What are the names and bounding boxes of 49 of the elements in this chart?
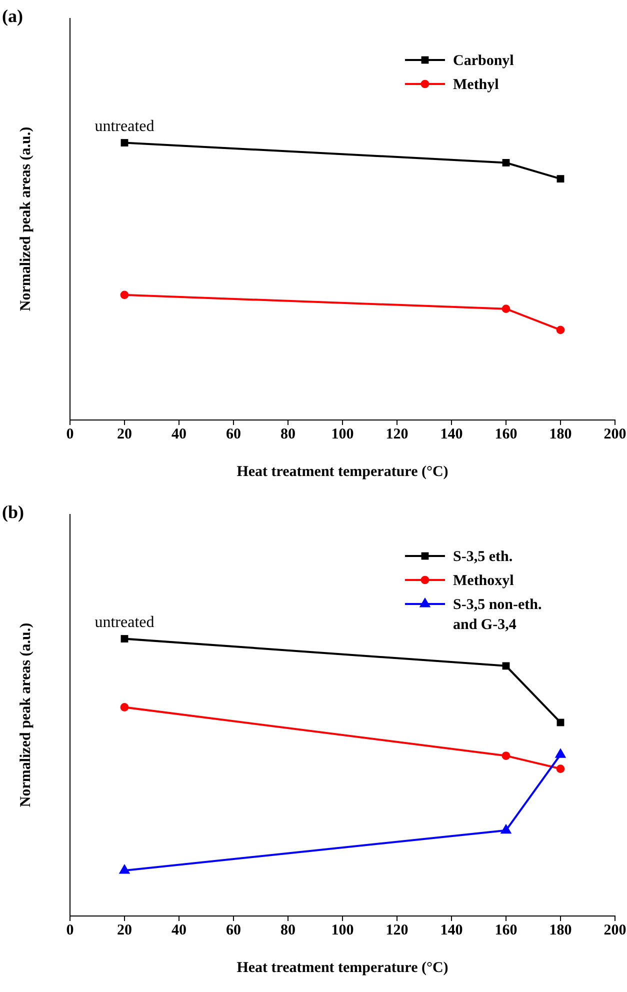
point (556, 175, 564, 183)
x-tick-label: 0 (66, 426, 74, 443)
x-tick-label: 100 (331, 426, 354, 443)
x-tick-label: 60 (226, 922, 241, 939)
legend-label: S-3,5 non-eth. and G-3,4 (453, 597, 542, 633)
point (554, 748, 566, 758)
x-tick-label: 200 (604, 922, 626, 939)
x-tick-label: 120 (386, 426, 408, 443)
x-tick-label: 0 (66, 922, 74, 939)
point (556, 764, 565, 773)
point (500, 824, 512, 834)
point (502, 752, 510, 760)
legend-label: Methyl (453, 77, 499, 93)
x-axis-title: Heat treatment temperature (°C) (236, 960, 448, 976)
x-tick-label: 200 (604, 426, 626, 443)
x-tick-label: 80 (280, 922, 296, 939)
x-tick-label: 160 (494, 426, 518, 443)
x-tick-label: 140 (440, 426, 463, 443)
legend-label: Methoxyl (453, 573, 514, 589)
y-axis-title: Normalized peak areas (a.u.) (18, 126, 34, 312)
point (118, 864, 130, 874)
x-tick-label: 120 (386, 922, 408, 939)
x-tick-label: 180 (549, 922, 572, 939)
point (120, 139, 128, 146)
x-tick-label: 160 (494, 922, 518, 939)
legend-label: S-3,5 eth. (453, 549, 513, 565)
x-tick-label: 60 (226, 426, 241, 443)
point (502, 304, 510, 313)
point (502, 159, 510, 166)
point (502, 662, 510, 670)
x-tick-label: 180 (549, 426, 572, 443)
x-tick-label: 140 (440, 922, 463, 939)
x-tick-label: 40 (172, 922, 186, 939)
legend-label: Carbonyl (453, 53, 514, 69)
point (556, 326, 565, 334)
y-axis-title: Normalized peak areas (a.u.) (18, 622, 34, 808)
point (120, 703, 129, 712)
annotation: untreated (94, 614, 154, 631)
chart-title: (a) (2, 6, 23, 26)
point (120, 635, 128, 642)
x-axis-title: Heat treatment temperature (°C) (236, 464, 448, 480)
x-tick-label: 20 (117, 426, 132, 443)
x-tick-label: 80 (280, 426, 296, 443)
point (120, 290, 129, 300)
chart-title: (b) (2, 502, 24, 522)
x-tick-label: 20 (117, 922, 132, 939)
x-tick-label: 40 (172, 426, 186, 443)
annotation: untreated (94, 118, 154, 135)
x-tick-label: 100 (331, 922, 354, 939)
